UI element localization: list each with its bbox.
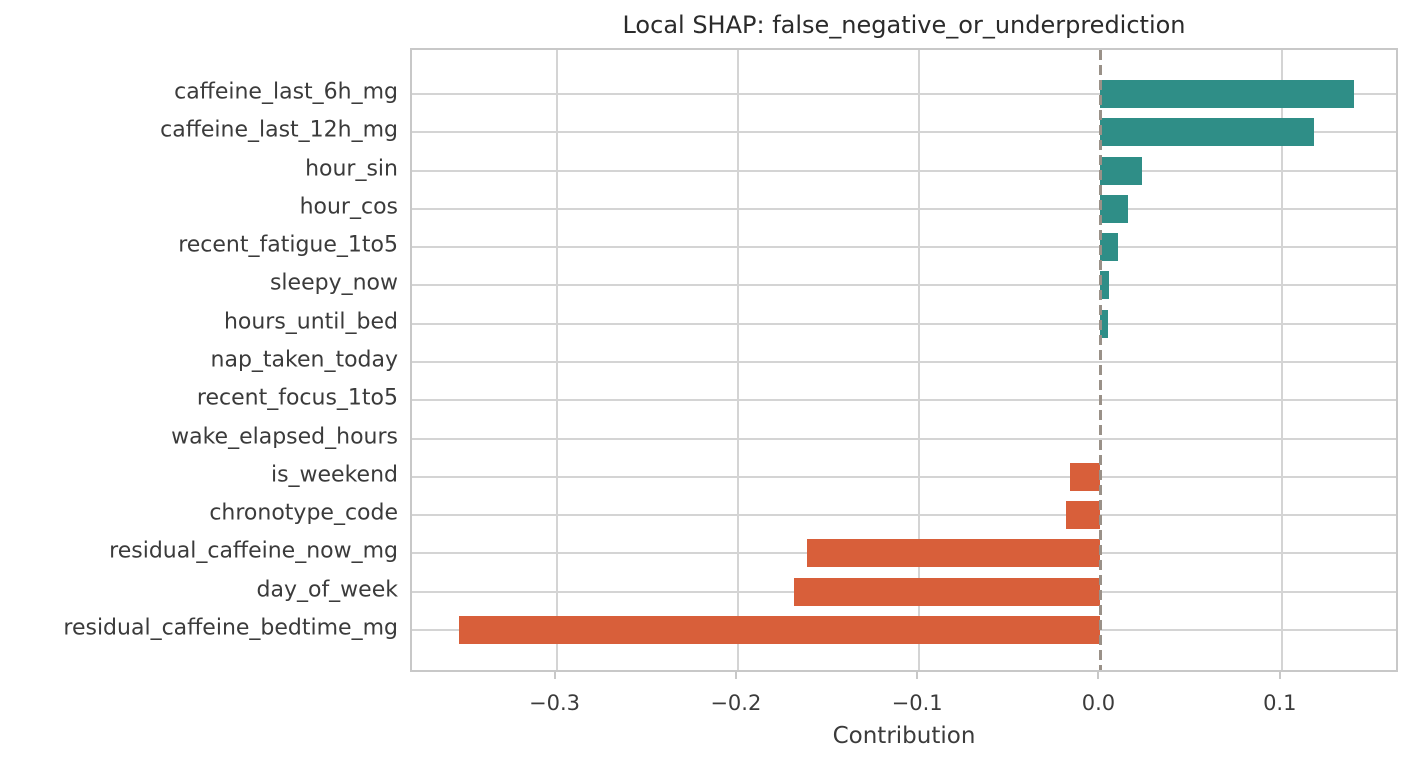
bar-hour_cos	[1100, 194, 1128, 223]
y-gridline	[412, 475, 1396, 478]
zero-line	[1098, 50, 1102, 670]
x-tick-mark	[553, 670, 556, 679]
bar-is_weekend	[1069, 462, 1101, 491]
x-tick-mark	[1097, 670, 1100, 679]
bar-day_of_week	[794, 577, 1101, 606]
y-gridline	[412, 131, 1396, 134]
ytick-label-nap_taken_today: nap_taken_today	[210, 347, 398, 373]
xtick-label-0.1: 0.1	[1263, 691, 1297, 715]
x-gridline	[1280, 50, 1283, 670]
x-tick-mark	[734, 670, 737, 679]
ytick-label-hour_cos: hour_cos	[299, 194, 398, 220]
x-tick-mark	[1278, 670, 1281, 679]
ytick-label-hour_sin: hour_sin	[305, 156, 398, 182]
ytick-label-chronotype_code: chronotype_code	[209, 500, 398, 526]
ytick-label-caffeine_last_12h_mg: caffeine_last_12h_mg	[160, 117, 398, 143]
ytick-label-caffeine_last_6h_mg: caffeine_last_6h_mg	[174, 79, 398, 105]
x-tick-mark	[916, 670, 919, 679]
chart-title: Local SHAP: false_negative_or_underpredi…	[622, 11, 1186, 39]
ytick-label-hours_until_bed: hours_until_bed	[223, 309, 398, 335]
ytick-label-residual_caffeine_now_mg: residual_caffeine_now_mg	[109, 538, 398, 564]
y-gridline	[412, 93, 1396, 96]
bar-residual_caffeine_now_mg	[806, 539, 1101, 568]
y-gridline	[412, 437, 1396, 440]
plot-area	[410, 48, 1398, 672]
ytick-label-residual_caffeine_bedtime_mg: residual_caffeine_bedtime_mg	[63, 615, 398, 641]
ytick-label-sleepy_now: sleepy_now	[269, 270, 398, 296]
xtick-label--0.3: −0.3	[529, 691, 580, 715]
y-gridline	[412, 207, 1396, 210]
xtick-label--0.2: −0.2	[710, 691, 762, 715]
y-gridline	[412, 169, 1396, 172]
xtick-label--0.1: −0.1	[891, 691, 943, 715]
x-axis-label: Contribution	[832, 723, 976, 749]
x-gridline	[555, 50, 558, 670]
bar-hour_sin	[1100, 156, 1143, 185]
ytick-label-day_of_week: day_of_week	[256, 577, 398, 603]
bar-recent_fatigue_1to5	[1100, 233, 1118, 262]
y-gridline	[412, 514, 1396, 517]
ytick-label-recent_focus_1to5: recent_focus_1to5	[196, 385, 398, 411]
ytick-label-recent_fatigue_1to5: recent_fatigue_1to5	[178, 232, 398, 258]
y-gridline	[412, 246, 1396, 249]
xtick-label-0: 0.0	[1081, 691, 1116, 715]
bar-caffeine_last_6h_mg	[1100, 80, 1355, 109]
y-gridline	[412, 399, 1396, 402]
bar-chronotype_code	[1066, 501, 1101, 530]
ytick-label-wake_elapsed_hours: wake_elapsed_hours	[171, 424, 398, 450]
ytick-label-is_weekend: is_weekend	[270, 462, 398, 488]
y-gridline	[412, 361, 1396, 363]
bar-residual_caffeine_bedtime_mg	[458, 615, 1101, 644]
bar-hours_until_bed	[1100, 309, 1108, 338]
y-gridline	[412, 322, 1396, 325]
x-gridline	[736, 50, 739, 670]
x-gridline	[918, 50, 921, 670]
bar-sleepy_now	[1100, 271, 1109, 300]
y-gridline	[412, 284, 1396, 287]
bar-caffeine_last_12h_mg	[1100, 118, 1315, 147]
